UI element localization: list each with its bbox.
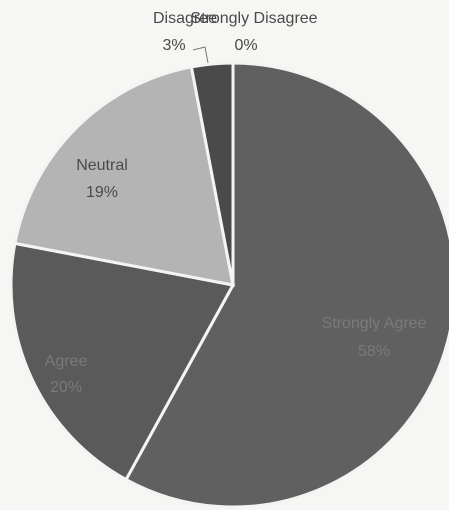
slice-label-neutral: Neutral bbox=[76, 157, 128, 174]
pie-slices bbox=[9, 61, 449, 509]
slice-pct-agree: 20% bbox=[50, 379, 82, 396]
slice-pct-strongly-agree: 58% bbox=[358, 343, 390, 360]
pie-slice-agree bbox=[9, 241, 236, 482]
slice-label-disagree: Disagree bbox=[153, 10, 217, 27]
pie-labels: Disagree 3% Strongly Disagree 0% Neutral… bbox=[45, 10, 427, 396]
slice-label-agree: Agree bbox=[45, 353, 88, 370]
slice-label-strongly-agree: Strongly Agree bbox=[322, 315, 427, 332]
pie-slice-strongly-agree bbox=[124, 61, 449, 509]
pie-slice-disagree bbox=[189, 61, 235, 286]
slice-pct-strongly-disagree: 0% bbox=[234, 37, 257, 54]
pie-slice-neutral bbox=[13, 65, 235, 287]
leader-line-disagree bbox=[192, 46, 209, 64]
slice-pct-neutral: 19% bbox=[86, 184, 118, 201]
slice-label-strongly-disagree: Strongly Disagree bbox=[190, 10, 317, 27]
slice-pct-disagree: 3% bbox=[162, 37, 185, 54]
